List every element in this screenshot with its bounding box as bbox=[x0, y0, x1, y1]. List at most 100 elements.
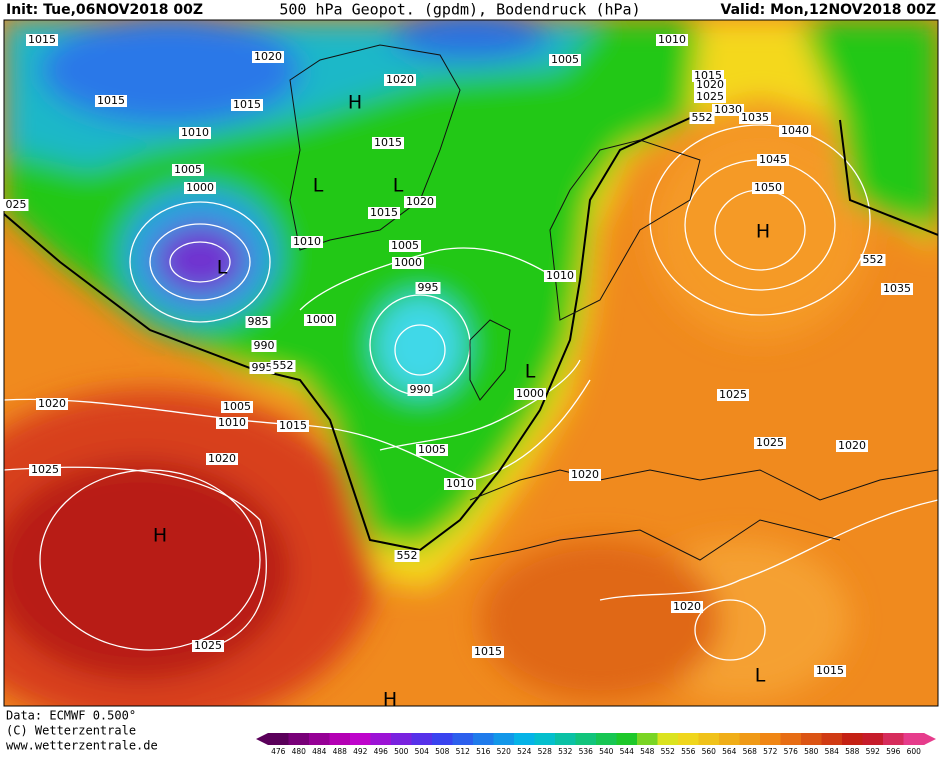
colorbar-cell bbox=[473, 733, 494, 745]
isobar-label: 1015 bbox=[694, 69, 722, 82]
isobar-label: 1005 bbox=[418, 443, 446, 456]
isobar-label-bg bbox=[415, 282, 441, 294]
map-title: 500 hPa Geopot. (gpdm), Bodendruck (hPa) bbox=[279, 1, 640, 19]
isobar-label: 1005 bbox=[391, 239, 419, 252]
isobar-label-bg bbox=[392, 257, 424, 269]
colorbar-cell bbox=[862, 733, 884, 745]
isobar-label: 1020 bbox=[571, 468, 599, 481]
isobar-label: 1020 bbox=[208, 452, 236, 465]
copyright: (C) Wetterzentrale bbox=[6, 724, 136, 738]
isobar-label: 1015 bbox=[370, 206, 398, 219]
isobar-label-bg bbox=[277, 420, 309, 432]
isobar-label-bg bbox=[671, 601, 703, 613]
isobar-label-bg bbox=[368, 207, 400, 219]
isobar-label-bg bbox=[814, 665, 846, 677]
data-source: Data: ECMWF 0.500° bbox=[6, 709, 136, 723]
colorbar-tick-label: 516 bbox=[476, 747, 491, 756]
isobar-label-bg bbox=[569, 469, 601, 481]
colorbar-cell bbox=[493, 733, 515, 745]
isobar-label: 552 bbox=[692, 111, 713, 124]
isobar-label-bg bbox=[252, 51, 284, 63]
colorbar-cell bbox=[596, 733, 617, 745]
colorbar-cell bbox=[391, 733, 412, 745]
colorbar-tick-label: 528 bbox=[538, 747, 553, 756]
colorbar-cell bbox=[637, 733, 658, 745]
colorbar-cell bbox=[678, 733, 699, 745]
isobar-label-bg bbox=[404, 196, 436, 208]
map-labels: 1015 1020 1005 1010 1015 1015 1020 1015 1020 1025… bbox=[3, 33, 913, 711]
isobar-label-bg bbox=[231, 99, 263, 111]
colorbar-cell bbox=[698, 733, 720, 745]
isobar-label: 985 bbox=[248, 315, 269, 328]
isobar-label-bg bbox=[694, 79, 726, 91]
pressure-center: L bbox=[313, 175, 324, 197]
colorbar-tick-label: 564 bbox=[722, 747, 737, 756]
isobar-label-bg bbox=[656, 34, 688, 46]
colorbar-cell bbox=[309, 733, 330, 745]
isobar-label: 1015 bbox=[233, 98, 261, 111]
colorbar-tick-label: 484 bbox=[312, 747, 327, 756]
isobar-label-bg bbox=[472, 646, 504, 658]
colorbar-tick-label: 480 bbox=[292, 747, 307, 756]
colorbar-tick-label: 588 bbox=[845, 747, 860, 756]
colorbar-tick-label: 576 bbox=[784, 747, 799, 756]
colorbar-tick-label: 540 bbox=[599, 747, 614, 756]
isobar-label-bg bbox=[245, 316, 271, 328]
colorbar-cell bbox=[575, 733, 597, 745]
isobar-label-bg bbox=[694, 91, 726, 103]
isobar-label: 1025 bbox=[756, 436, 784, 449]
isobar-label: 1045 bbox=[759, 153, 787, 166]
isobar-label: 1015 bbox=[97, 94, 125, 107]
colorbar-tick-label: 600 bbox=[907, 747, 922, 756]
colorbar-cell bbox=[288, 733, 310, 745]
isobar-label: 1030 bbox=[714, 103, 742, 116]
isobar-label-bg bbox=[179, 127, 211, 139]
colorbar-tick-label: 532 bbox=[558, 747, 573, 756]
colorbar-cell bbox=[329, 733, 351, 745]
pressure-center: L bbox=[525, 361, 536, 383]
colorbar-tick-label: 544 bbox=[620, 747, 635, 756]
isobar-label: 1025 bbox=[696, 90, 724, 103]
isobar-label: 1040 bbox=[781, 124, 809, 137]
isobar-label: 1035 bbox=[883, 282, 911, 295]
isobar-label: 1020 bbox=[406, 195, 434, 208]
isobar-label: 552 bbox=[863, 253, 884, 266]
isobar-label-bg bbox=[95, 95, 127, 107]
isobar-label: 1015 bbox=[28, 33, 56, 46]
isobar-label: 1020 bbox=[38, 397, 66, 410]
colorbar-cell bbox=[432, 733, 453, 745]
isobar-label-bg bbox=[36, 398, 68, 410]
colorbar-cell bbox=[903, 733, 925, 745]
isobar-label: 1015 bbox=[374, 136, 402, 149]
isobar-label-bg bbox=[544, 270, 576, 282]
isobar-label: 1035 bbox=[741, 111, 769, 124]
colorbar-tick-label: 568 bbox=[743, 747, 758, 756]
isobar-label: 1005 bbox=[174, 163, 202, 176]
colorbar-tick-label: 508 bbox=[435, 747, 450, 756]
isobar-label-bg bbox=[216, 417, 248, 429]
isobar-label-bg bbox=[270, 360, 296, 372]
isobar-label-bg bbox=[860, 254, 886, 266]
isobar-label-bg bbox=[26, 34, 58, 46]
isobar-label-bg bbox=[251, 340, 277, 352]
colorbar-tick-label: 584 bbox=[825, 747, 840, 756]
colorbar: 476 480 484 488 492 496 500 504 508 512 516 520 524 5… bbox=[256, 733, 936, 756]
isobar-label-bg bbox=[291, 236, 323, 248]
isobar-label: 1025 bbox=[194, 639, 222, 652]
colorbar-cell bbox=[534, 733, 556, 745]
colorbar-arrow bbox=[924, 733, 936, 745]
colorbar-cell bbox=[555, 733, 576, 745]
isobar-label: 1010 bbox=[293, 235, 321, 248]
isobar-label: 1015 bbox=[816, 664, 844, 677]
isobar-label: 995 bbox=[418, 281, 439, 294]
colorbar-tick-label: 560 bbox=[702, 747, 717, 756]
isobar-label-bg bbox=[206, 453, 238, 465]
isobar-label: 1010 bbox=[218, 416, 246, 429]
colorbar-tick-label: 592 bbox=[866, 747, 881, 756]
colorbar-tick-label: 524 bbox=[517, 747, 532, 756]
colorbar-tick-label: 520 bbox=[497, 747, 512, 756]
isobar-label: 1015 bbox=[279, 419, 307, 432]
isobar-label-bg bbox=[779, 125, 811, 137]
colorbar-cell bbox=[821, 733, 843, 745]
